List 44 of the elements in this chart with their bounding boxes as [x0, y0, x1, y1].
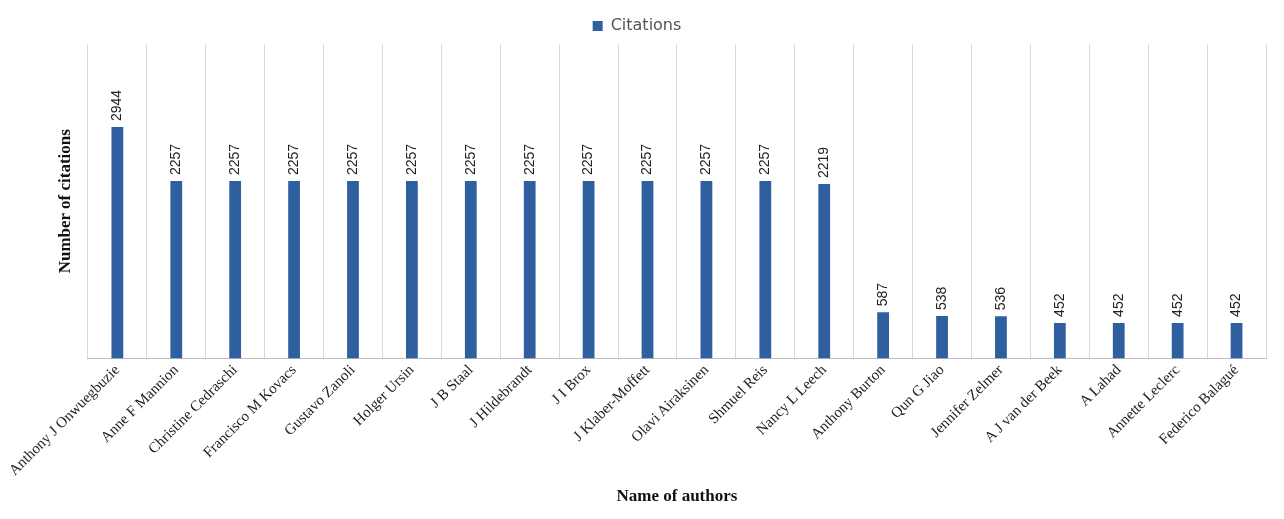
x-axis-title: Name of authors — [616, 486, 738, 506]
data-label: 2257 — [461, 143, 478, 176]
data-label: 2257 — [756, 143, 773, 176]
data-label: 538 — [932, 286, 949, 311]
data-label: 2257 — [226, 143, 243, 176]
data-label: 2219 — [815, 146, 832, 178]
bar — [877, 312, 890, 359]
bar — [229, 181, 242, 359]
bar — [288, 181, 300, 359]
bar — [464, 181, 477, 359]
bar — [759, 181, 772, 359]
data-label: 587 — [873, 282, 890, 307]
bar — [582, 181, 595, 359]
bar — [1053, 322, 1066, 359]
data-label: 452 — [1050, 293, 1067, 317]
data-label: 2257 — [284, 143, 301, 176]
data-label: 2257 — [638, 143, 655, 176]
bar — [1171, 322, 1184, 359]
bar — [406, 181, 418, 359]
bar — [1230, 322, 1243, 359]
data-label: 2944 — [108, 89, 125, 121]
bar — [1112, 322, 1125, 359]
x-tick-label: Qun G Jiao — [887, 361, 947, 421]
data-label: 2257 — [520, 143, 537, 176]
bar — [170, 181, 183, 359]
bar — [995, 316, 1007, 359]
data-label: 452 — [1227, 293, 1244, 317]
bar — [641, 181, 654, 359]
bar — [523, 181, 536, 359]
legend-label: Citations — [610, 15, 682, 35]
bar — [347, 181, 359, 359]
data-label: 2257 — [697, 143, 714, 176]
data-label: 452 — [1168, 293, 1185, 317]
bar — [111, 127, 124, 359]
y-axis-title: Number of citations — [55, 128, 75, 274]
data-label: 2257 — [579, 143, 596, 176]
data-label: 2257 — [167, 143, 184, 176]
bar — [818, 183, 831, 359]
data-label: 452 — [1109, 293, 1126, 317]
data-label: 2257 — [402, 143, 419, 176]
data-label: 536 — [991, 286, 1008, 311]
data-label: 2257 — [343, 143, 360, 176]
bar — [700, 181, 713, 359]
bar — [936, 316, 948, 359]
